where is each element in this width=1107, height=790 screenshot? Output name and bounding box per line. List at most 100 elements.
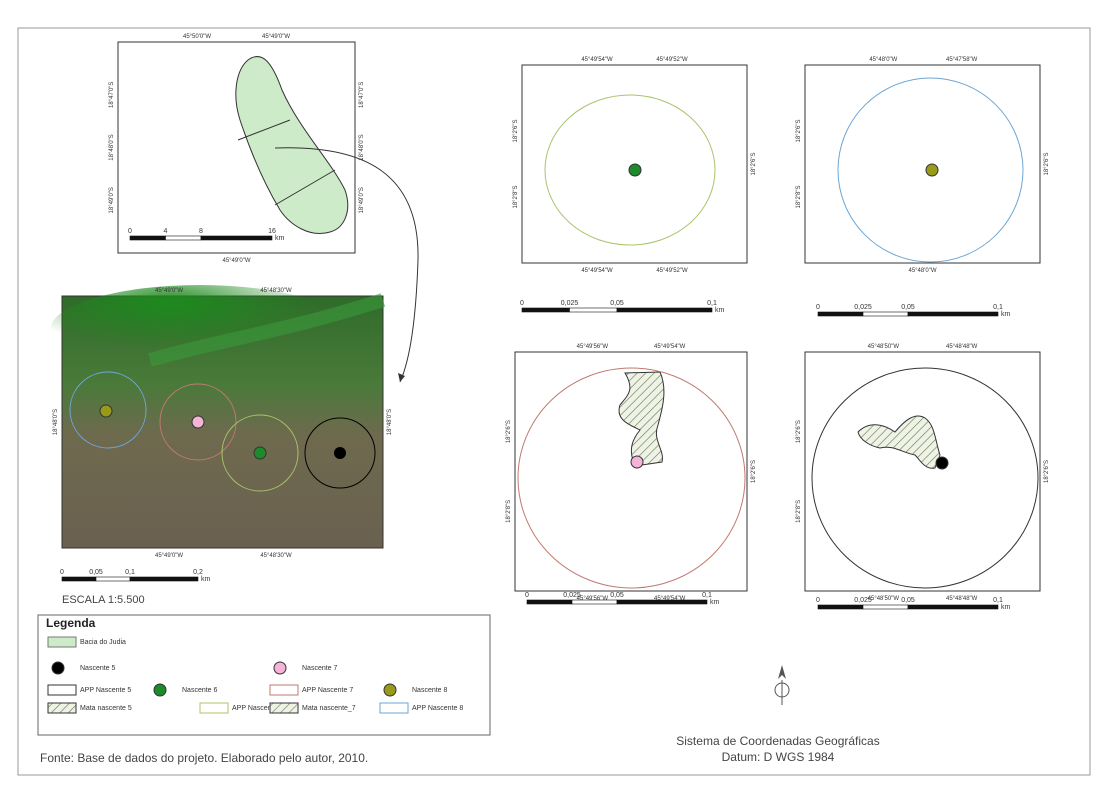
scale-label: 0,025 <box>561 300 579 307</box>
scale-label: 0 <box>816 597 820 604</box>
coord-label: 18°2'8"S <box>796 185 802 208</box>
coord-label: 45°49'52"W <box>656 57 688 63</box>
legend-label: Bacia do Judia <box>80 639 126 646</box>
scale-label: 0,025 <box>854 304 872 311</box>
forest-polygon <box>619 372 664 466</box>
source-note: Fonte: Base de dados do projeto. Elabora… <box>40 751 368 765</box>
scale-segment <box>908 605 998 609</box>
scale-segment <box>130 577 198 581</box>
coord-label: 45°49'54"W <box>654 344 686 350</box>
scale-segment <box>201 236 272 240</box>
coord-label: 45°48'48"W <box>946 344 978 350</box>
legend-symbol <box>380 703 408 713</box>
coord-label: 18°2'6"S <box>751 152 757 175</box>
coord-label: 18°2'8"S <box>796 500 802 523</box>
spring-point <box>192 416 204 428</box>
north-arrow <box>775 665 789 705</box>
scale-unit: km <box>710 599 720 606</box>
coord-label: 18°2'6"S <box>796 119 802 142</box>
coord-label: 18°48'0"S <box>53 409 59 435</box>
coord-label: 45°48'50"W <box>868 344 900 350</box>
scale-segment <box>908 312 998 316</box>
legend-label: Nascente 6 <box>182 687 218 694</box>
scale-label: 0,025 <box>563 592 581 599</box>
arrow-head <box>398 373 405 382</box>
coord-label: 18°2'8"S <box>513 185 519 208</box>
coord-label: 18°48'0"S <box>387 409 393 435</box>
coord-label: 45°49'0"W <box>262 34 290 40</box>
vegetation <box>50 285 350 375</box>
scale-segment <box>863 605 908 609</box>
scale-label: 0,05 <box>89 569 103 576</box>
scale-unit: km <box>715 307 725 314</box>
spring-point <box>631 456 643 468</box>
coord-label: 45°48'0"W <box>908 268 936 274</box>
scale-label: 8 <box>199 228 203 235</box>
scale-label: 0,05 <box>901 597 915 604</box>
coord-label: 18°47'0"S <box>109 82 115 108</box>
legend-symbol <box>270 703 298 713</box>
scale-segment <box>130 236 166 240</box>
coord-label: 45°48'50"W <box>868 596 900 602</box>
crs-system: Sistema de Coordenadas Geográficas <box>676 734 879 748</box>
scale-label: 0 <box>520 300 524 307</box>
panel-frame <box>805 352 1040 591</box>
legend-label: Mata nascente 5 <box>80 705 132 712</box>
legend-symbol <box>200 703 228 713</box>
scale-unit: km <box>1001 604 1011 611</box>
coord-label: 18°2'8"S <box>506 500 512 523</box>
scale-label: 0,1 <box>125 569 135 576</box>
scale-segment <box>617 600 707 604</box>
map-figure: ESCALA 1:5.500 Legenda Fonte: Base de da… <box>0 0 1107 785</box>
scale-label: 0,05 <box>610 300 624 307</box>
scale-label: 4 <box>164 228 168 235</box>
legend-symbol <box>48 637 76 647</box>
legend-symbol <box>274 662 286 674</box>
coord-label: 18°2'6"S <box>513 119 519 142</box>
legend-label: Nascente 7 <box>302 665 338 672</box>
scale-text: ESCALA 1:5.500 <box>62 594 145 606</box>
scale-label: 0,025 <box>854 597 872 604</box>
scale-label: 0 <box>525 592 529 599</box>
coord-label: 18°49'0"S <box>359 187 365 213</box>
coord-label: 18°48'0"S <box>109 134 115 160</box>
coord-label: 45°49'54"W <box>581 57 613 63</box>
legend-symbol <box>154 684 166 696</box>
spring-point <box>629 164 641 176</box>
spring-point <box>100 405 112 417</box>
scale-segment <box>166 236 202 240</box>
legend-box <box>38 615 490 735</box>
scale-label: 0 <box>128 228 132 235</box>
coord-label: 45°47'58"W <box>946 57 978 63</box>
coord-label: 18°47'0"S <box>359 82 365 108</box>
coord-label: 45°48'48"W <box>946 596 978 602</box>
coord-label: 18°48'0"S <box>359 134 365 160</box>
coord-label: 45°50'0"W <box>183 34 211 40</box>
coord-label: 45°49'52"W <box>656 268 688 274</box>
scale-unit: km <box>275 235 285 242</box>
legend-label: APP Nascente 7 <box>302 687 353 694</box>
spring-point <box>254 447 266 459</box>
scale-segment <box>522 308 570 312</box>
scale-segment <box>527 600 572 604</box>
forest-polygon <box>858 416 940 468</box>
coord-label: 18°2'6"S <box>796 420 802 443</box>
legend-symbol <box>384 684 396 696</box>
legend-title: Legenda <box>46 616 96 630</box>
scale-segment <box>62 577 96 581</box>
legend-symbol <box>270 685 298 695</box>
scale-segment <box>863 312 908 316</box>
coord-label: 45°49'0"W <box>155 553 183 559</box>
coord-label: 18°49'0"S <box>109 187 115 213</box>
coord-label: 45°49'54"W <box>581 268 613 274</box>
scale-label: 0,1 <box>993 597 1003 604</box>
scale-label: 0 <box>816 304 820 311</box>
coord-label: 18°2'6"S <box>1044 460 1050 483</box>
spring-point <box>334 447 346 459</box>
scale-unit: km <box>1001 311 1011 318</box>
scale-segment <box>572 600 617 604</box>
legend-symbol <box>48 703 76 713</box>
app-circle <box>812 368 1038 588</box>
coord-label: 18°2'6"S <box>1044 152 1050 175</box>
coord-label: 45°48'0"W <box>869 57 897 63</box>
